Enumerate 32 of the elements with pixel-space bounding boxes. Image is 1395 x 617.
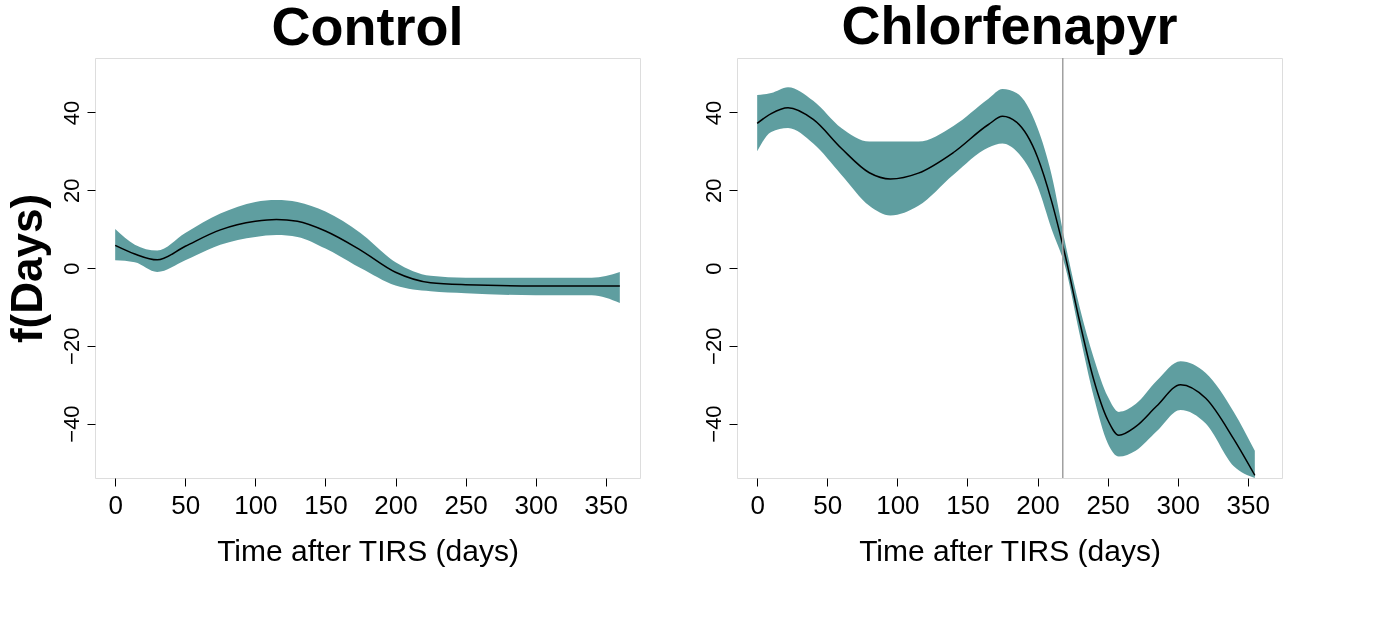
chart-title: Chlorfenapyr <box>841 0 1178 56</box>
y-tick-label: 40 <box>700 100 726 126</box>
x-tick-label: 300 <box>514 489 558 520</box>
chart-title: Control <box>271 0 464 56</box>
x-tick-label: 350 <box>1226 489 1270 520</box>
y-tick-label: −20 <box>58 327 84 365</box>
x-axis-title: Time after TIRS (days) <box>217 533 519 567</box>
y-tick-label: 20 <box>700 178 726 203</box>
x-tick-label: 250 <box>1086 489 1130 520</box>
y-tick-label: 0 <box>58 262 84 275</box>
y-tick-label: −40 <box>700 405 726 443</box>
x-tick-label: 100 <box>234 489 278 520</box>
x-tick-label: 150 <box>304 489 348 520</box>
x-tick-label: 250 <box>444 489 488 520</box>
y-tick-label: 20 <box>58 178 84 203</box>
x-tick-label: 200 <box>374 489 418 520</box>
x-tick-label: 50 <box>171 489 201 520</box>
x-tick-label: 0 <box>108 489 123 520</box>
y-tick-label: 40 <box>58 100 84 126</box>
y-axis-title: f(Days) <box>1 193 51 344</box>
x-tick-label: 150 <box>946 489 990 520</box>
x-tick-label: 300 <box>1156 489 1200 520</box>
x-tick-label: 200 <box>1016 489 1060 520</box>
x-axis-title: Time after TIRS (days) <box>859 533 1161 567</box>
x-tick-label: 0 <box>750 489 765 520</box>
y-tick-label: −20 <box>700 327 726 365</box>
line-series <box>114 218 621 287</box>
x-tick-label: 100 <box>876 489 920 520</box>
x-tick-label: 350 <box>584 489 628 520</box>
y-tick-label: −40 <box>58 405 84 443</box>
x-tick-label: 50 <box>813 489 843 520</box>
y-tick-label: 0 <box>700 262 726 275</box>
